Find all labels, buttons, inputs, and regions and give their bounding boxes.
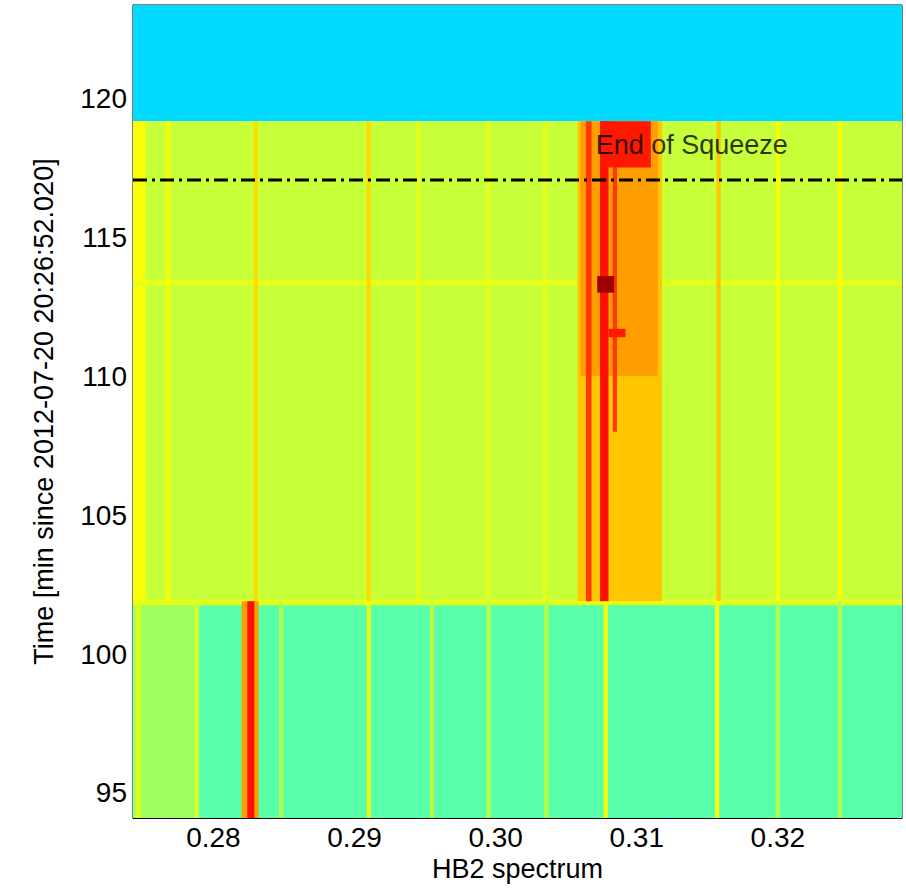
svg-text:0.30: 0.30 [468, 822, 523, 853]
svg-text:100: 100 [80, 639, 127, 670]
svg-text:120: 120 [80, 83, 127, 114]
svg-text:HB2 spectrum: HB2 spectrum [432, 854, 603, 884]
svg-text:105: 105 [80, 500, 127, 531]
svg-text:End of Squeeze: End of Squeeze [596, 130, 788, 160]
svg-text:Time [min since 2012-07-20 20:: Time [min since 2012-07-20 20:26:52.020] [29, 158, 59, 664]
svg-text:0.31: 0.31 [609, 822, 664, 853]
svg-text:95: 95 [96, 777, 127, 808]
svg-text:0.28: 0.28 [186, 822, 241, 853]
svg-text:0.32: 0.32 [751, 822, 806, 853]
svg-text:115: 115 [82, 222, 127, 253]
svg-text:110: 110 [82, 361, 127, 392]
svg-text:0.29: 0.29 [327, 822, 382, 853]
